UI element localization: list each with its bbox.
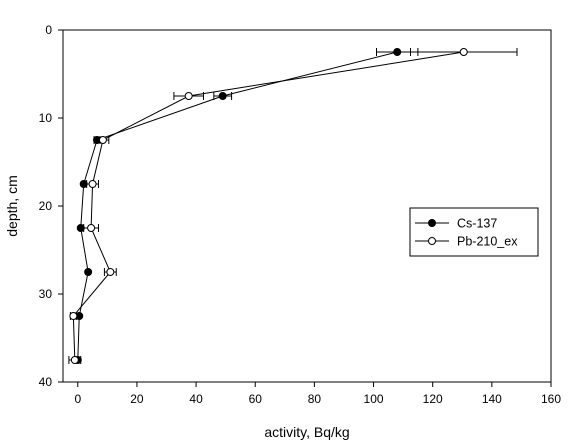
plot-frame [62, 29, 552, 383]
data-point-1 [459, 48, 468, 56]
y-tick-label: 0 [45, 23, 52, 37]
x-tick-label: 140 [482, 392, 502, 406]
y-tick-label: 40 [39, 375, 53, 389]
data-point-1 [69, 312, 78, 320]
legend-marker-pb210 [428, 237, 436, 245]
x-tick-label: 120 [423, 392, 443, 406]
x-tick-label: 100 [364, 392, 384, 406]
data-point-1 [87, 224, 96, 232]
data-point-0 [84, 268, 93, 276]
y-tick-label: 20 [39, 199, 53, 213]
data-point-1 [184, 92, 193, 100]
tick-labels: 0 20 40 60 80 100 120 140 160 0 10 20 30 40 [39, 23, 562, 406]
x-axis-label: activity, Bq/kg [264, 424, 349, 440]
legend-box [409, 207, 539, 257]
y-axis-label: depth, cm [4, 175, 20, 236]
data-point-1 [70, 356, 79, 364]
x-tick-label: 60 [249, 392, 263, 406]
y-tick-label: 10 [39, 111, 53, 125]
series-line-1 [72, 51, 464, 361]
data-point-1 [98, 136, 107, 144]
data-point-1 [106, 268, 115, 276]
x-tick-label: 20 [130, 392, 144, 406]
x-tick-label: 0 [74, 392, 81, 406]
data-point-1 [88, 180, 97, 188]
x-tick-label: 80 [308, 392, 322, 406]
x-tick-label: 160 [541, 392, 561, 406]
data-point-0 [218, 92, 227, 100]
legend-label-cs137: Cs-137 [457, 217, 497, 231]
legend-marker-cs137 [428, 219, 436, 227]
y-tick-label: 30 [39, 287, 53, 301]
data-point-0 [79, 180, 88, 188]
legend-label-pb210: Pb-210_ex [457, 235, 518, 249]
series-line-0 [77, 51, 398, 361]
x-tick-label: 40 [189, 392, 203, 406]
data-point-0 [76, 224, 85, 232]
data-point-0 [393, 48, 402, 56]
axis-ticks [58, 29, 552, 387]
series-layer [68, 48, 518, 364]
legend: Cs-137 Pb-210_ex [409, 207, 539, 257]
